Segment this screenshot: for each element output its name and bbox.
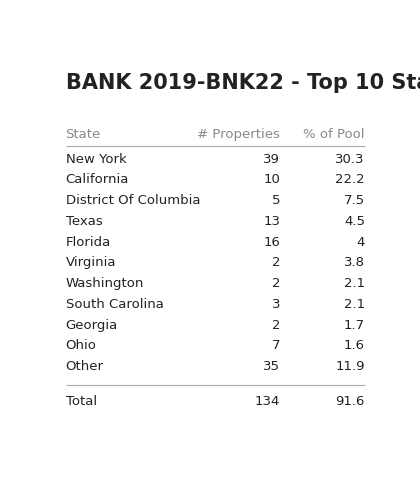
Text: New York: New York	[66, 152, 126, 166]
Text: 30.3: 30.3	[336, 152, 365, 166]
Text: 1.6: 1.6	[344, 339, 365, 353]
Text: 4: 4	[357, 236, 365, 248]
Text: Virginia: Virginia	[66, 256, 116, 269]
Text: 2.1: 2.1	[344, 277, 365, 290]
Text: BANK 2019-BNK22 - Top 10 States: BANK 2019-BNK22 - Top 10 States	[66, 74, 420, 94]
Text: Total: Total	[66, 395, 97, 408]
Text: Georgia: Georgia	[66, 318, 118, 332]
Text: 4.5: 4.5	[344, 215, 365, 228]
Text: 2: 2	[272, 256, 281, 269]
Text: 91.6: 91.6	[336, 395, 365, 408]
Text: # Properties: # Properties	[197, 128, 281, 141]
Text: Washington: Washington	[66, 277, 144, 290]
Text: 10: 10	[263, 173, 281, 187]
Text: 134: 134	[255, 395, 281, 408]
Text: 2: 2	[272, 318, 281, 332]
Text: 7: 7	[272, 339, 281, 353]
Text: 2.1: 2.1	[344, 298, 365, 311]
Text: 1.7: 1.7	[344, 318, 365, 332]
Text: 7.5: 7.5	[344, 194, 365, 207]
Text: 35: 35	[263, 360, 281, 373]
Text: Texas: Texas	[66, 215, 102, 228]
Text: Other: Other	[66, 360, 103, 373]
Text: District Of Columbia: District Of Columbia	[66, 194, 200, 207]
Text: 5: 5	[272, 194, 281, 207]
Text: 16: 16	[263, 236, 281, 248]
Text: % of Pool: % of Pool	[304, 128, 365, 141]
Text: 3: 3	[272, 298, 281, 311]
Text: State: State	[66, 128, 101, 141]
Text: 13: 13	[263, 215, 281, 228]
Text: 3.8: 3.8	[344, 256, 365, 269]
Text: 22.2: 22.2	[335, 173, 365, 187]
Text: 2: 2	[272, 277, 281, 290]
Text: California: California	[66, 173, 129, 187]
Text: 11.9: 11.9	[336, 360, 365, 373]
Text: 39: 39	[263, 152, 281, 166]
Text: South Carolina: South Carolina	[66, 298, 163, 311]
Text: Florida: Florida	[66, 236, 111, 248]
Text: Ohio: Ohio	[66, 339, 97, 353]
